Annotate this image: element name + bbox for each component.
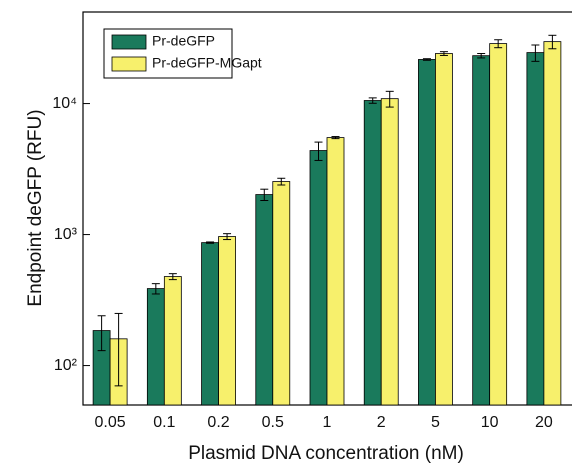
error-bar [422, 58, 431, 61]
error-bar [223, 233, 232, 241]
x-tick-label: 0.2 [207, 414, 229, 431]
error-bar [494, 39, 503, 49]
bar [435, 53, 453, 406]
bar [163, 276, 182, 406]
error-bar [331, 136, 340, 140]
x-tick-label: 10 [481, 414, 499, 431]
error-bar [439, 51, 448, 56]
error-bar [151, 283, 160, 295]
x-axis-title: Plasmid DNA concentration (nM) [188, 443, 464, 464]
x-tick-label: 0.05 [95, 414, 126, 431]
legend-swatch [111, 34, 147, 50]
error-bar [548, 34, 557, 50]
x-tick-label: 0.1 [153, 414, 175, 431]
legend-swatch [111, 56, 147, 72]
y-axis-title: Endpoint deGFP (RFU) [25, 109, 46, 306]
error-bar [97, 315, 106, 352]
error-bar [260, 188, 269, 201]
error-bar [385, 90, 394, 108]
bar [218, 236, 236, 406]
y-tick-label: 10³ [54, 226, 78, 243]
bar [146, 288, 165, 406]
legend: Pr-deGFP Pr-deGFP-MGapt [103, 28, 262, 79]
error-bar [368, 97, 377, 104]
legend-label: Pr-deGFP [152, 33, 215, 49]
bar [363, 100, 382, 406]
error-bar [477, 53, 486, 59]
error-bar [114, 312, 123, 387]
error-bar [277, 177, 286, 186]
error-bar [206, 241, 215, 244]
bar [255, 194, 274, 406]
x-tick-label: 0.5 [262, 414, 284, 431]
bar [526, 52, 545, 406]
legend-label: Pr-deGFP-MGapt [152, 55, 262, 71]
bar [326, 137, 345, 406]
bar [272, 181, 291, 406]
error-bar [168, 273, 177, 281]
bar [201, 242, 219, 406]
bar [543, 41, 562, 406]
x-tick-label: 20 [535, 414, 553, 431]
x-tick-label: 1 [323, 414, 332, 431]
error-bar [314, 141, 323, 161]
x-tick-label: 5 [431, 414, 440, 431]
y-tick-label: 10⁴ [52, 95, 77, 112]
bar [489, 43, 508, 406]
bar [380, 98, 399, 406]
x-tick-label: 2 [377, 414, 386, 431]
bar [418, 59, 436, 406]
y-tick-label: 10² [54, 357, 78, 374]
bar [472, 55, 491, 406]
bar [309, 150, 328, 406]
error-bar [531, 44, 540, 62]
